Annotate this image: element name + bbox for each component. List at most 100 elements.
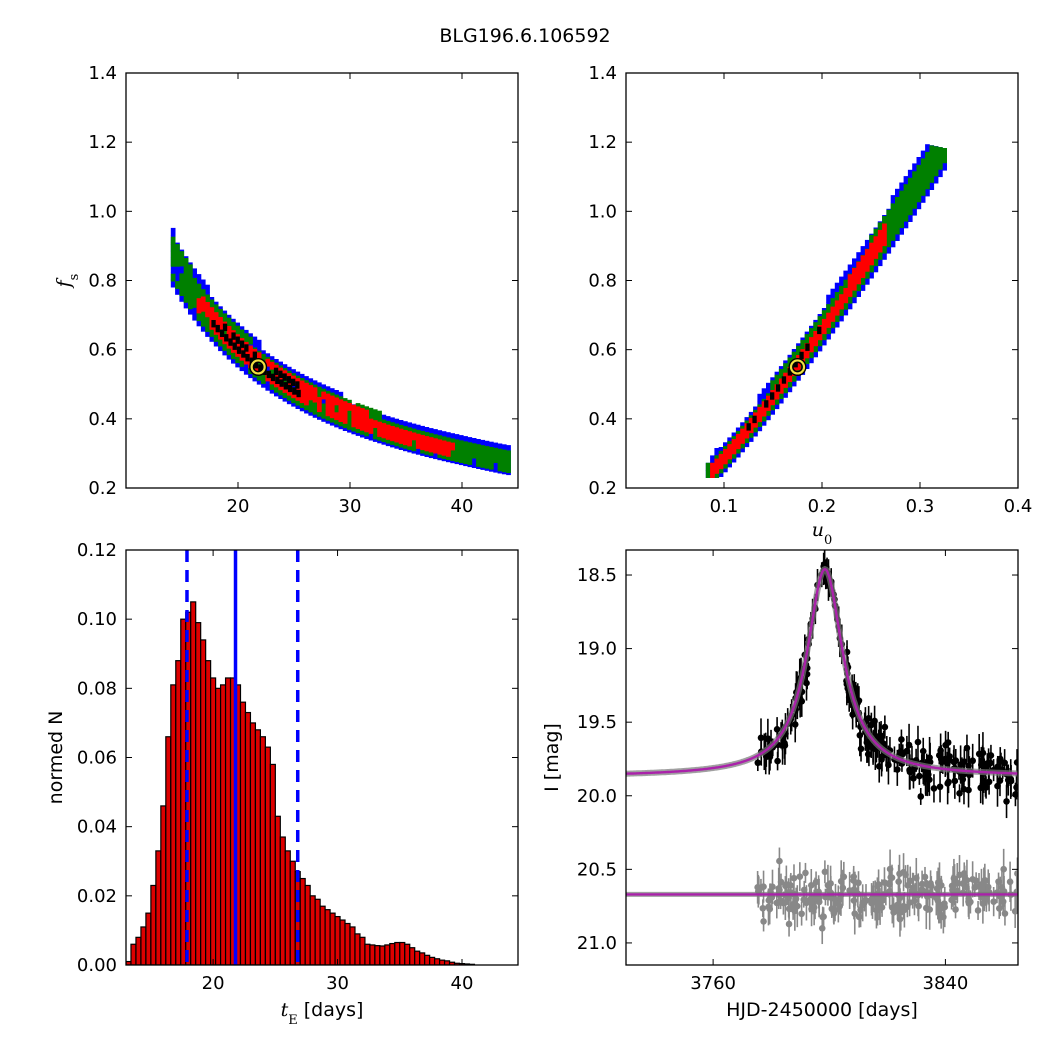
region-inner-cell	[860, 262, 866, 271]
region-inner-cell	[852, 275, 857, 284]
histogram-bar	[339, 919, 346, 965]
region-mid-cell	[864, 270, 870, 279]
region-mid-cell	[196, 283, 202, 292]
region-outer-cell	[809, 355, 814, 364]
region-outer-cell	[390, 417, 395, 426]
region-mid-cell	[291, 395, 296, 404]
region-mid-cell	[420, 430, 425, 439]
region-inner-cell	[411, 432, 417, 441]
v-band-point	[868, 895, 875, 903]
region-mid-cell	[196, 313, 202, 322]
region-mid-cell	[334, 416, 339, 425]
region-core-cell	[278, 370, 283, 378]
v-band-point	[965, 900, 973, 907]
i-band-point	[985, 761, 992, 768]
region-outer-cell	[213, 338, 219, 347]
region-mid-cell	[175, 281, 180, 289]
region-core-cell	[746, 423, 751, 431]
region-mid-cell	[256, 372, 262, 381]
region-inner-cell	[441, 447, 447, 456]
histogram-bar	[289, 860, 296, 965]
region-inner-cell	[727, 451, 732, 460]
region-inner-cell	[385, 432, 391, 440]
region-mid-cell	[205, 294, 210, 303]
region-mid-cell	[925, 181, 930, 190]
region-outer-cell	[170, 264, 176, 273]
region-mid-cell	[925, 159, 930, 168]
region-inner-cell	[834, 307, 840, 316]
region-outer-cell	[501, 444, 507, 453]
y-tick-label: 1.4	[588, 63, 617, 84]
region-outer-cell	[188, 306, 193, 315]
region-inner-cell	[299, 395, 305, 404]
histogram-bar	[414, 950, 421, 965]
region-mid-cell	[847, 295, 853, 304]
histogram-bar	[369, 944, 376, 965]
region-inner-cell	[377, 421, 382, 430]
region-mid-cell	[916, 179, 922, 188]
region-outer-cell	[860, 246, 866, 254]
region-mid-cell	[899, 198, 904, 206]
region-mid-cell	[753, 424, 758, 433]
region-mid-cell	[200, 289, 206, 297]
region-core-cell	[252, 351, 257, 359]
region-outer-cell	[248, 370, 253, 379]
lightcurve-panel: 3760 3840 18.5 19.0 19.5 20.0 20.5 21.0 HJD-2450…	[541, 549, 1019, 1021]
v-band-point	[759, 904, 767, 912]
region-mid-cell	[882, 216, 887, 224]
region-outer-cell	[239, 363, 245, 372]
region-inner-cell	[200, 303, 206, 312]
region-inner-cell	[783, 380, 788, 388]
region-inner-cell	[394, 434, 400, 443]
region-outer-cell	[291, 369, 296, 377]
region-outer-cell	[890, 195, 896, 203]
region-mid-cell	[480, 445, 486, 453]
region-inner-cell	[873, 251, 879, 259]
region-mid-cell	[355, 425, 361, 434]
i-band-point	[965, 786, 972, 794]
region-inner-cell	[338, 406, 344, 415]
region-mid-cell	[907, 177, 913, 186]
v-band-point	[936, 906, 944, 913]
v-band-point	[776, 886, 783, 894]
region-outer-cell	[813, 349, 818, 358]
i-band-point	[773, 725, 781, 733]
region-mid-cell	[188, 279, 193, 287]
x-tick-label: 0.2	[808, 496, 837, 517]
region-outer-cell	[882, 252, 887, 260]
region-mid-cell	[933, 153, 939, 162]
region-outer-cell	[761, 417, 767, 426]
region-mid-cell	[770, 380, 775, 389]
region-mid-cell	[170, 236, 176, 245]
y-tick-label: 0.00	[77, 955, 117, 976]
region-mid-cell	[493, 455, 498, 463]
region-mid-cell	[895, 219, 900, 227]
region-outer-cell	[433, 429, 438, 437]
region-inner-cell	[218, 324, 223, 333]
histogram-bar	[359, 936, 366, 965]
te-histogram-panel: 20 30 40 0.00 0.02 0.04 0.06 0.08 0.10 0.12 tE [da…	[45, 540, 519, 1028]
x-tick-label: 0.4	[1004, 496, 1033, 517]
region-mid-cell	[895, 211, 900, 220]
region-inner-cell	[286, 380, 292, 389]
region-mid-cell	[744, 435, 750, 444]
region-inner-cell	[864, 256, 870, 265]
region-mid-cell	[433, 434, 438, 443]
region-core-cell	[770, 392, 775, 400]
histogram-bar	[399, 941, 406, 965]
region-mid-cell	[800, 340, 806, 348]
x-tick-label: 3840	[923, 973, 969, 994]
histogram-bar	[170, 684, 177, 965]
region-mid-cell	[890, 210, 896, 219]
region-inner-cell	[381, 423, 387, 431]
region-outer-cell	[770, 406, 775, 415]
region-core-cell	[295, 381, 300, 389]
region-outer-cell	[766, 382, 771, 391]
region-mid-cell	[183, 272, 189, 281]
region-mid-cell	[321, 403, 326, 412]
v-band-point	[790, 874, 798, 882]
region-inner-cell	[329, 395, 335, 404]
region-mid-cell	[458, 440, 464, 449]
region-mid-cell	[209, 299, 215, 308]
